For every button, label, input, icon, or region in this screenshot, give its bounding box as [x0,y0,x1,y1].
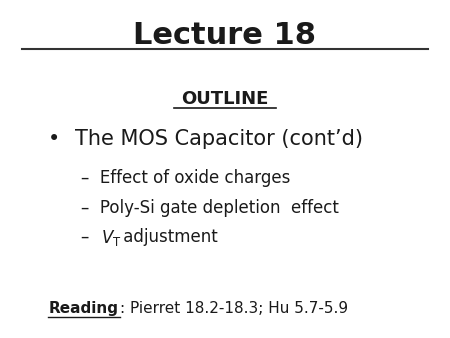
Text: Reading: Reading [48,301,118,316]
Text: Lecture 18: Lecture 18 [134,21,316,50]
Text: –: – [81,228,100,246]
Text: The MOS Capacitor (cont’d): The MOS Capacitor (cont’d) [75,129,363,149]
Text: OUTLINE: OUTLINE [181,90,269,108]
Text: $\mathit{V}_\mathregular{T}$: $\mathit{V}_\mathregular{T}$ [101,228,122,248]
Text: adjustment: adjustment [118,228,218,246]
Text: •: • [48,129,61,149]
Text: –  Effect of oxide charges: – Effect of oxide charges [81,169,291,187]
Text: –  Poly-Si gate depletion  effect: – Poly-Si gate depletion effect [81,199,339,217]
Text: : Pierret 18.2-18.3; Hu 5.7-5.9: : Pierret 18.2-18.3; Hu 5.7-5.9 [120,301,348,316]
